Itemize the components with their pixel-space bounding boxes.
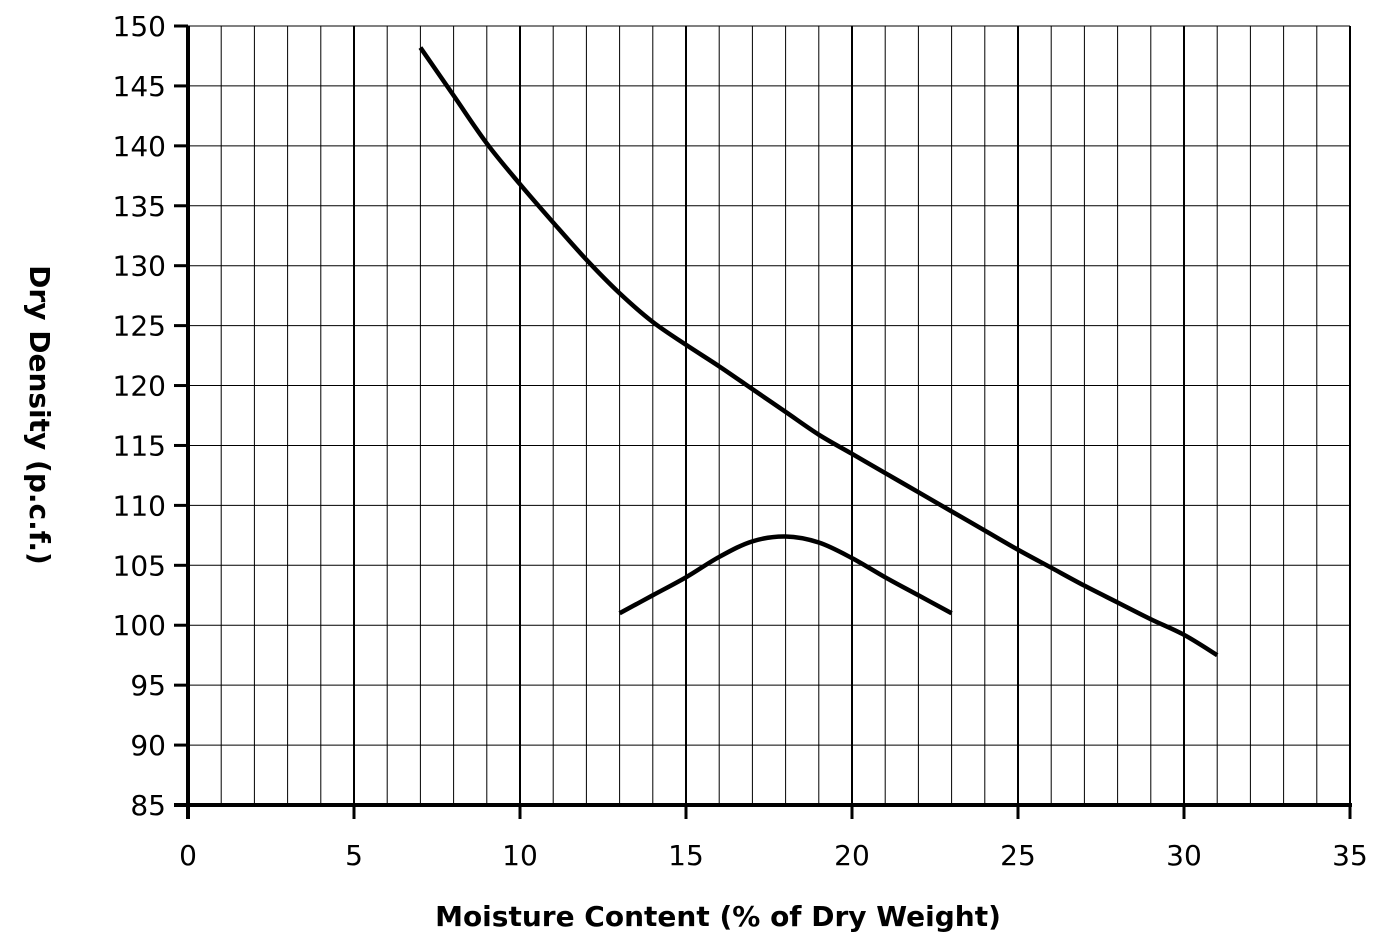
y-tick-label: 110 xyxy=(113,489,166,522)
y-tick-label: 150 xyxy=(113,10,166,43)
tick-labels: 8590951001051101151201251301351401451500… xyxy=(113,10,1368,872)
x-axis-title: Moisture Content (% of Dry Weight) xyxy=(435,900,1001,933)
y-tick-label: 85 xyxy=(130,789,166,822)
y-tick-label: 100 xyxy=(113,609,166,642)
y-tick-label: 125 xyxy=(113,310,166,343)
y-tick-label: 130 xyxy=(113,250,166,283)
grid xyxy=(188,25,1351,805)
y-tick-label: 135 xyxy=(113,190,166,223)
series-line-2 xyxy=(618,534,953,616)
x-tick-label: 25 xyxy=(1000,839,1036,872)
y-tick-label: 90 xyxy=(130,729,166,762)
x-tick-label: 20 xyxy=(834,839,870,872)
y-tick-label: 105 xyxy=(113,549,166,582)
y-tick-label: 115 xyxy=(113,429,166,462)
x-tick-label: 30 xyxy=(1166,839,1202,872)
x-tick-label: 10 xyxy=(502,839,538,872)
x-tick-label: 0 xyxy=(179,839,197,872)
axes xyxy=(174,24,1352,819)
y-tick-label: 95 xyxy=(130,669,166,702)
x-tick-label: 35 xyxy=(1332,839,1368,872)
y-axis-title: Dry Density (p.c.f.) xyxy=(23,265,56,565)
series-group xyxy=(418,46,1219,658)
y-tick-label: 145 xyxy=(113,70,166,103)
y-tick-label: 120 xyxy=(113,370,166,403)
x-tick-label: 15 xyxy=(668,839,704,872)
x-tick-label: 5 xyxy=(345,839,363,872)
y-tick-label: 140 xyxy=(113,130,166,163)
series-line-1 xyxy=(418,46,1219,658)
